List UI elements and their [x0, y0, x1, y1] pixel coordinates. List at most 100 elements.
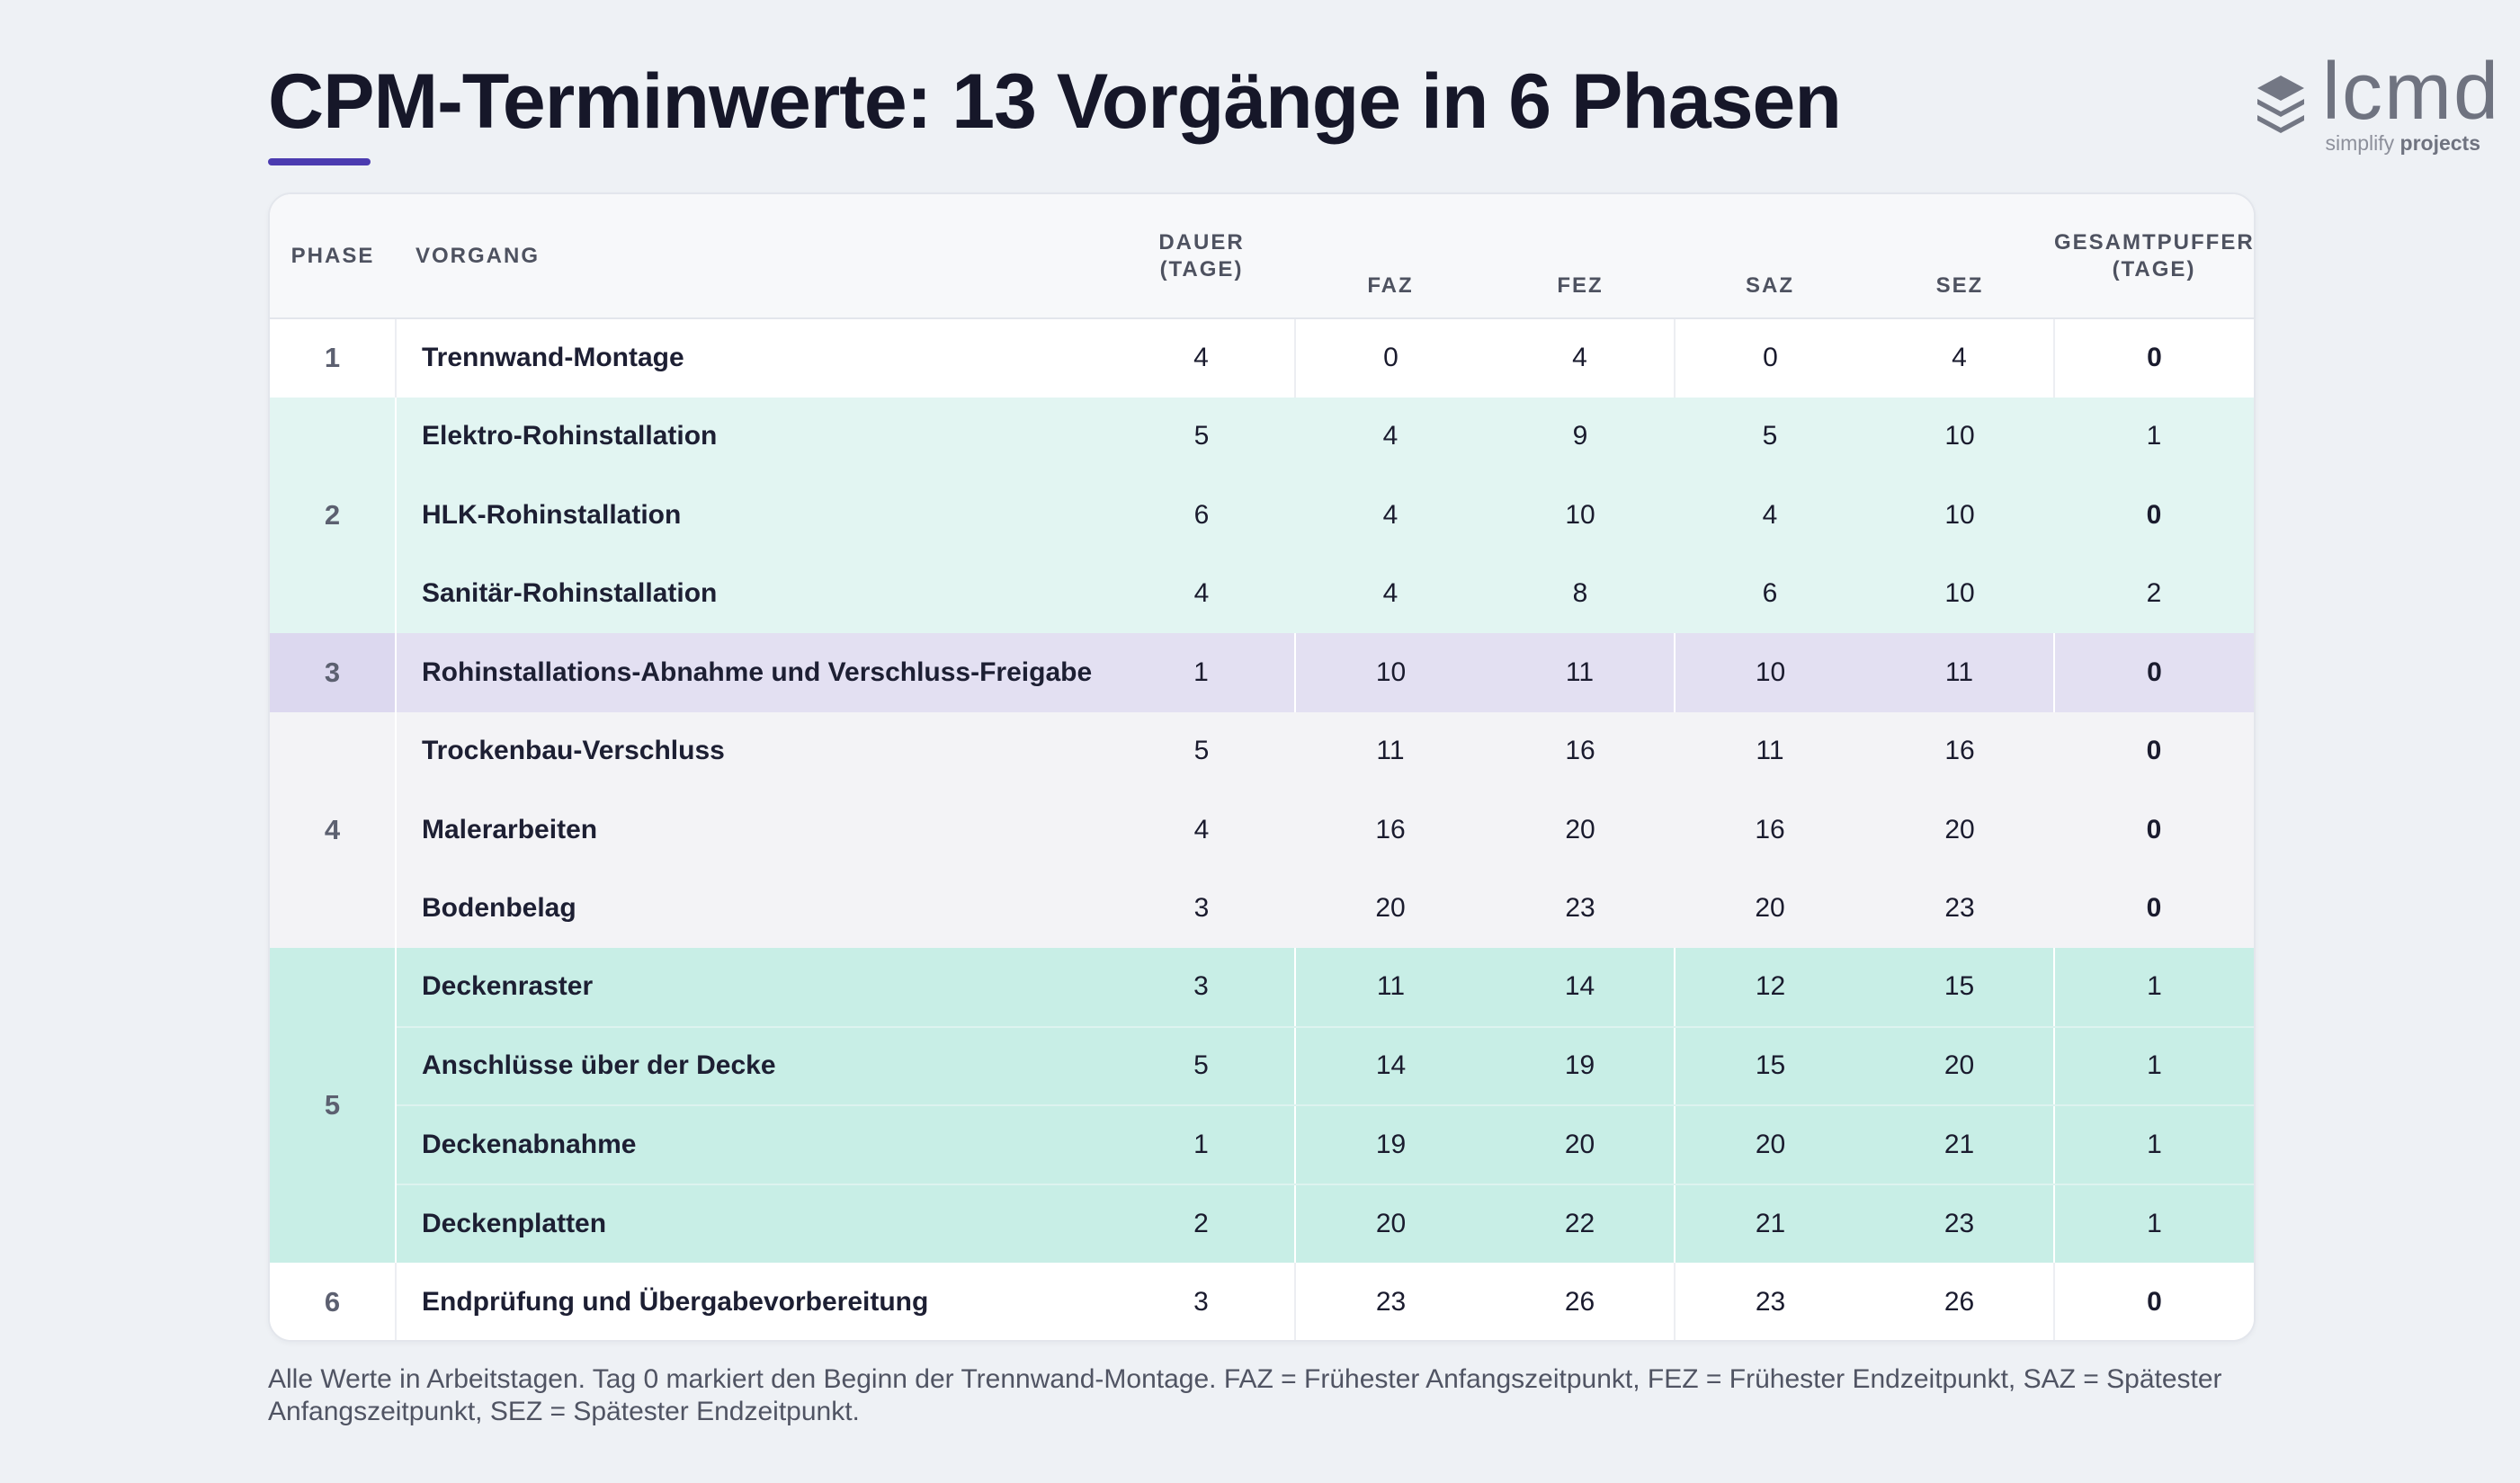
cpm-table-card: PHASE VORGANG DAUER (TAGE) FAZ FEZ SAZ SE…	[268, 192, 2256, 1342]
saz-cell: 20	[1675, 1105, 1865, 1185]
dauer-cell: 3	[1108, 1263, 1296, 1340]
sez-cell: 10	[1865, 397, 2054, 476]
task-name: Trockenbau-Verschluss	[396, 711, 1108, 791]
faz-cell: 4	[1295, 397, 1486, 476]
dauer-cell: 4	[1108, 318, 1296, 398]
phase-cell-6: 6	[270, 1263, 397, 1340]
dauer-cell: 5	[1108, 397, 1295, 476]
faz-cell: 10	[1295, 633, 1486, 712]
dauer-cell: 3	[1108, 948, 1296, 1028]
task-name: Malerarbeiten	[396, 791, 1108, 870]
header-sez: SEZ	[1865, 194, 2054, 319]
gesamtpuffer-cell: 1	[2054, 1026, 2254, 1106]
dauer-cell: 5	[1108, 711, 1295, 791]
company-logo: lcmd simplify projects	[2254, 47, 2498, 160]
dauer-cell: 4	[1108, 554, 1295, 633]
gesamtpuffer-cell: 0	[2054, 1263, 2254, 1340]
cpm-table: PHASE VORGANG DAUER (TAGE) FAZ FEZ SAZ SE…	[270, 194, 2254, 1340]
fez-cell: 8	[1486, 554, 1675, 633]
faz-cell: 16	[1295, 791, 1486, 870]
faz-cell: 11	[1295, 711, 1486, 791]
saz-cell: 4	[1675, 476, 1865, 555]
footnote: Alle Werte in Arbeitstagen. Tag 0 markie…	[268, 1364, 2222, 1426]
faz-cell: 0	[1295, 318, 1486, 398]
table-row: 4 Trockenbau-Verschluss 5 11 16 11 16 0	[270, 711, 2254, 948]
faz-cell: 20	[1295, 1184, 1486, 1263]
saz-cell: 11	[1675, 711, 1865, 791]
table-row: 2 Elektro-Rohinstallation 5 4 9 5 10 1	[270, 397, 2254, 633]
sez-cell: 20	[1865, 791, 2054, 870]
sez-cell: 23	[1865, 869, 2054, 948]
saz-cell: 5	[1675, 397, 1865, 476]
header-faz: FAZ	[1295, 194, 1486, 319]
task-name: Rohinstallations-Abnahme und Verschluss-…	[396, 633, 1108, 712]
fez-cell: 11	[1486, 633, 1676, 712]
gesamtpuffer-cell: 0	[2054, 869, 2254, 948]
stacked-layers-icon	[2257, 76, 2304, 133]
dauer-cell: 1	[1108, 633, 1296, 712]
faz-cell: 23	[1295, 1263, 1486, 1340]
table-row: 1 Trennwand-Montage 4 0 4 0 4 0	[270, 318, 2254, 398]
fez-cell: 20	[1486, 791, 1675, 870]
faz-cell: 4	[1295, 554, 1486, 633]
gesamtpuffer-cell: 1	[2054, 1184, 2254, 1263]
task-name: Bodenbelag	[396, 869, 1108, 948]
saz-cell: 23	[1675, 1263, 1865, 1340]
logo-wordmark: lcmd	[2322, 47, 2501, 137]
sez-cell: 10	[1865, 554, 2054, 633]
fez-cell: 26	[1486, 1263, 1676, 1340]
gesamtpuffer-cell: 0	[2054, 318, 2254, 398]
sez-cell: 23	[1865, 1184, 2055, 1263]
task-name: Anschlüsse über der Decke	[396, 1026, 1108, 1106]
table-row: 6 Endprüfung und Übergabevorbereitung 3 …	[270, 1263, 2254, 1340]
faz-cell: 4	[1295, 476, 1486, 555]
sez-cell: 21	[1865, 1105, 2055, 1185]
phase-cell-4: 4	[270, 711, 397, 948]
fez-cell: 22	[1486, 1184, 1676, 1263]
header-gesamtpuffer: GESAMTPUFFER (TAGE)	[2054, 194, 2254, 319]
fez-cell: 4	[1486, 318, 1676, 398]
saz-cell: 16	[1675, 791, 1865, 870]
gesamtpuffer-cell: 0	[2054, 633, 2254, 712]
faz-cell: 11	[1295, 948, 1486, 1028]
saz-cell: 12	[1675, 948, 1865, 1028]
task-name: Sanitär-Rohinstallation	[396, 554, 1108, 633]
phase-cell-2: 2	[270, 397, 397, 633]
table-row: Bodenbelag 3 20 23 20 23 0	[270, 869, 2254, 948]
gesamtpuffer-cell: 1	[2054, 948, 2254, 1028]
gesamtpuffer-cell: 0	[2054, 476, 2254, 555]
table-row: Deckenplatten 2 20 22 21 23 1	[270, 1184, 2254, 1263]
dauer-cell: 1	[1108, 1105, 1296, 1185]
gesamtpuffer-cell: 1	[2054, 397, 2254, 476]
dauer-cell: 4	[1108, 791, 1295, 870]
header-fez: FEZ	[1486, 194, 1675, 319]
sez-cell: 4	[1865, 318, 2055, 398]
sez-cell: 16	[1865, 711, 2054, 791]
gesamtpuffer-cell: 0	[2054, 711, 2254, 791]
header-vorgang: VORGANG	[396, 194, 1108, 319]
fez-cell: 14	[1486, 948, 1676, 1028]
title-accent-bar	[268, 158, 371, 165]
table-row: Deckenabnahme 1 19 20 20 21 1	[270, 1105, 2254, 1185]
sez-cell: 10	[1865, 476, 2054, 555]
dauer-cell: 3	[1108, 869, 1295, 948]
sez-cell: 26	[1865, 1263, 2055, 1340]
table-row: Anschlüsse über der Decke 5 14 19 15 20 …	[270, 1026, 2254, 1106]
gesamtpuffer-cell: 0	[2054, 791, 2254, 870]
faz-cell: 20	[1295, 869, 1486, 948]
fez-cell: 19	[1486, 1026, 1676, 1106]
saz-cell: 10	[1675, 633, 1865, 712]
dauer-cell: 2	[1108, 1184, 1296, 1263]
saz-cell: 6	[1675, 554, 1865, 633]
task-name: Elektro-Rohinstallation	[396, 397, 1108, 476]
dauer-cell: 5	[1108, 1026, 1296, 1106]
fez-cell: 9	[1486, 397, 1675, 476]
task-name: Trennwand-Montage	[396, 318, 1108, 398]
task-name: Deckenraster	[396, 948, 1108, 1028]
faz-cell: 19	[1295, 1105, 1486, 1185]
sez-cell: 20	[1865, 1026, 2055, 1106]
table-row: Malerarbeiten 4 16 20 16 20 0	[270, 791, 2254, 870]
table-row: HLK-Rohinstallation 6 4 10 4 10 0	[270, 476, 2254, 555]
task-name: Deckenabnahme	[396, 1105, 1108, 1185]
task-name: Endprüfung und Übergabevorbereitung	[396, 1263, 1108, 1340]
